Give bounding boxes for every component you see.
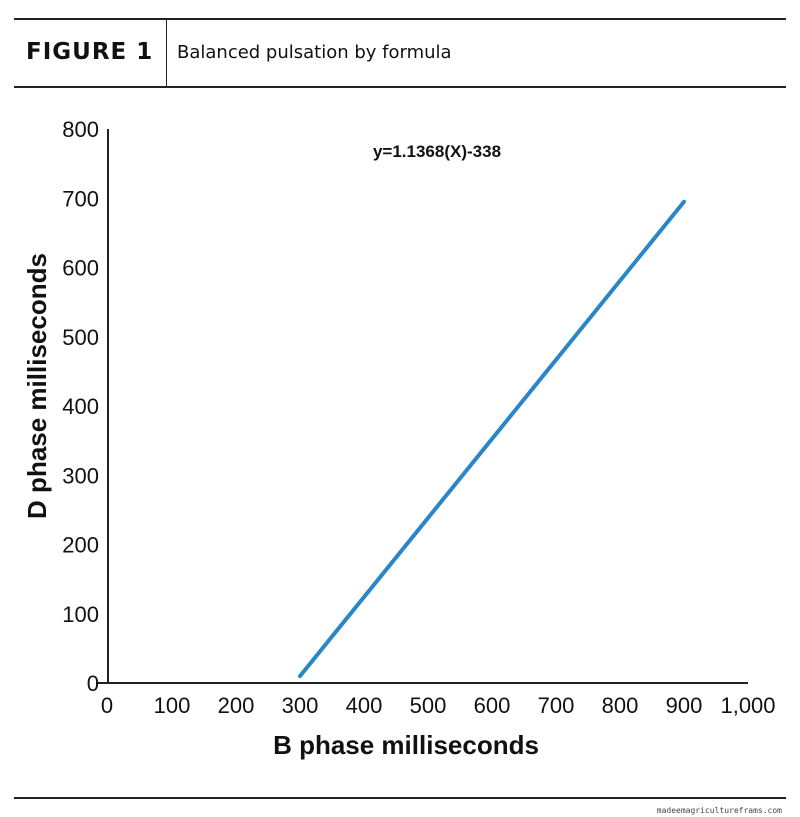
y-tick-label: 400 xyxy=(62,394,99,419)
y-tick-label: 500 xyxy=(62,325,99,350)
x-tick-label: 1,000 xyxy=(720,693,775,718)
top-rule xyxy=(14,18,786,20)
y-axis-title: D phase milliseconds xyxy=(22,253,52,519)
series-line xyxy=(298,199,686,679)
x-tick-label: 300 xyxy=(282,693,319,718)
x-tick-label: 600 xyxy=(474,693,511,718)
y-tick-label: 0 xyxy=(87,671,99,696)
x-tick-label: 0 xyxy=(101,693,113,718)
x-tick-labels: 0 100 200 300 400 500 600 700 800 900 1,000 xyxy=(101,693,776,718)
x-axis-title: B phase milliseconds xyxy=(273,730,539,760)
x-tick-label: 500 xyxy=(410,693,447,718)
x-tick-label: 400 xyxy=(346,693,383,718)
y-tick-label: 100 xyxy=(62,602,99,627)
figure-title: Balanced pulsation by formula xyxy=(177,42,452,63)
figure-label: FIGURE 1 xyxy=(26,39,154,65)
y-tick-label: 300 xyxy=(62,463,99,488)
x-tick-label: 200 xyxy=(218,693,255,718)
bottom-rule xyxy=(14,797,786,799)
x-tick-label: 700 xyxy=(538,693,575,718)
figure-header: FIGURE 1 Balanced pulsation by formula xyxy=(14,20,786,86)
x-tick-label: 100 xyxy=(154,693,191,718)
x-tick-label: 900 xyxy=(666,693,703,718)
header-divider xyxy=(166,20,167,86)
chart-series xyxy=(298,199,686,679)
source-credit: madeemagricultureframs.com xyxy=(656,806,782,815)
y-tick-label: 200 xyxy=(62,533,99,558)
formula-annotation: y=1.1368(X)-338 xyxy=(373,142,501,161)
y-tick-label: 600 xyxy=(62,256,99,281)
y-tick-label: 800 xyxy=(62,117,99,142)
x-tick-label: 800 xyxy=(602,693,639,718)
y-tick-label: 700 xyxy=(62,186,99,211)
header-bottom-rule xyxy=(14,86,786,88)
y-tick-labels: 0 100 200 300 400 500 600 700 800 xyxy=(62,117,99,696)
chart-axes xyxy=(96,129,748,684)
